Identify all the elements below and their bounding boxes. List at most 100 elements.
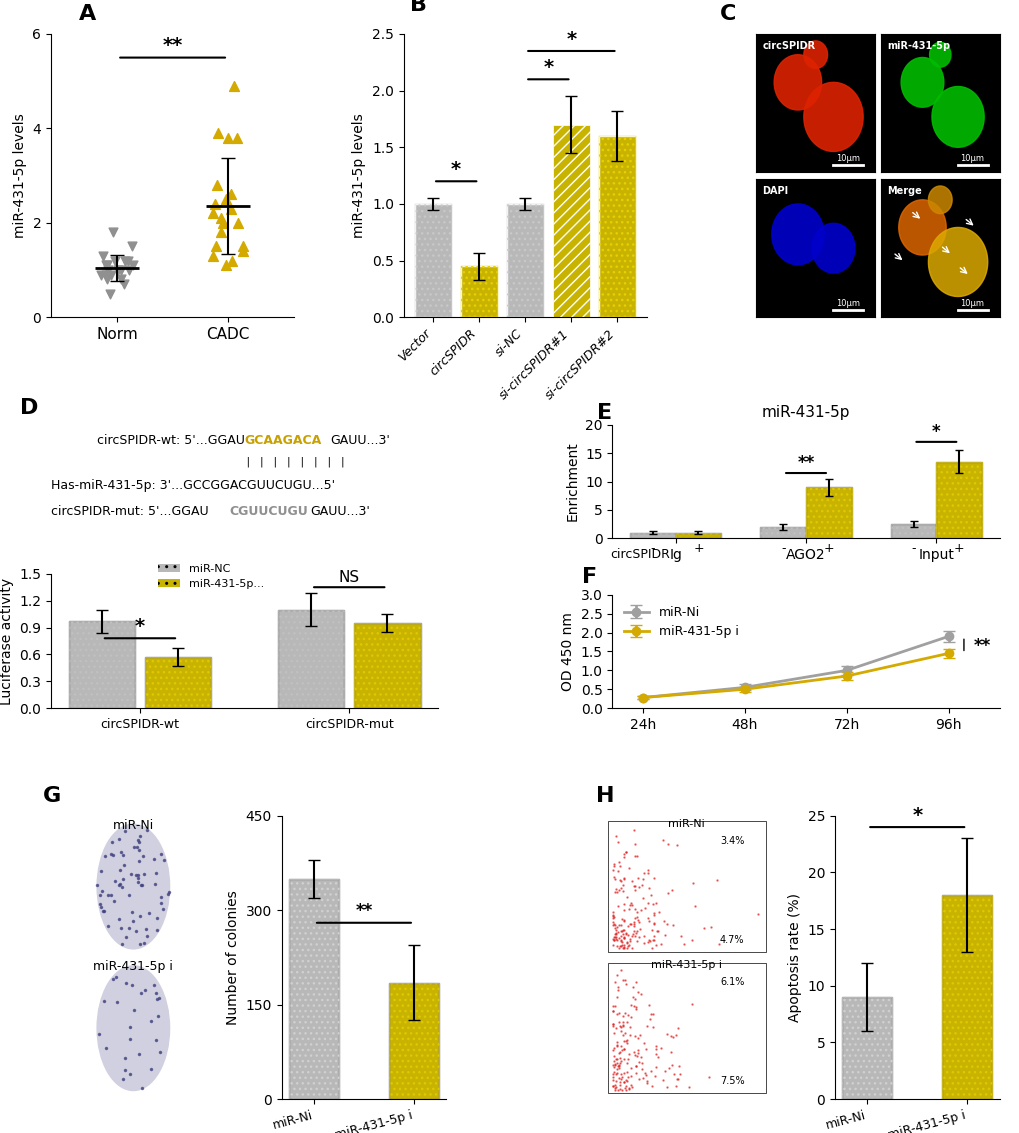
Text: E: E [597,403,612,424]
Point [100,261,116,279]
Text: H: H [595,785,614,806]
Bar [598,136,635,317]
Point [121,261,138,279]
Text: -: - [650,543,654,555]
Point [99,256,115,274]
Text: *: * [450,160,461,179]
Point [112,271,128,289]
Text: GAUU...3': GAUU...3' [310,505,370,519]
Bar [288,879,338,1099]
Circle shape [97,824,169,948]
Bar [942,895,991,1099]
Point [208,238,224,256]
Text: +: + [822,543,834,555]
Point [107,252,123,270]
Point [99,271,115,289]
Bar [805,487,851,538]
Bar [354,623,420,708]
Polygon shape [931,86,983,147]
Text: B: B [410,0,427,16]
Text: -: - [910,543,915,555]
Polygon shape [771,204,823,265]
Bar [598,136,635,317]
Text: circSPIDR-mut: 5'...GGAU: circSPIDR-mut: 5'...GGAU [51,505,209,519]
Legend: miR-NC, miR-431-5p...: miR-NC, miR-431-5p... [153,560,268,594]
Text: miR-431-5p i: miR-431-5p i [94,960,173,973]
Polygon shape [811,223,854,273]
Polygon shape [900,58,943,108]
Text: miR-Ni: miR-Ni [667,818,704,828]
Point [210,125,226,143]
Bar [277,610,344,708]
Text: **: ** [355,902,372,920]
Point [225,77,242,95]
Text: 7.5%: 7.5% [719,1076,744,1087]
Point [205,247,221,265]
Polygon shape [773,54,821,110]
Point [103,266,119,284]
Bar [890,523,935,538]
Point [223,186,239,204]
Point [98,266,114,284]
Text: **: ** [797,454,814,471]
Polygon shape [927,228,986,297]
Point [218,190,234,208]
Point [110,261,126,279]
Bar [415,204,451,317]
Text: miR-431-5p: miR-431-5p [886,41,949,51]
Text: Merge: Merge [886,186,921,196]
Bar [415,204,451,317]
Text: **: ** [973,637,990,655]
Y-axis label: miR-431-5p levels: miR-431-5p levels [352,113,366,238]
Text: +: + [693,543,703,555]
Text: miR-Ni: miR-Ni [113,818,154,832]
Bar [675,533,720,538]
Bar [388,982,438,1099]
Bar [68,621,136,708]
Bar [461,266,497,317]
Polygon shape [803,83,862,152]
Point [229,129,246,147]
Point [105,223,121,241]
Point [223,252,239,270]
Bar [759,527,805,538]
Point [95,247,111,265]
Polygon shape [928,42,950,67]
Title: miR-431-5p: miR-431-5p [761,404,850,419]
Bar [145,657,211,708]
Bar [842,997,892,1099]
Text: 10μm: 10μm [959,299,983,308]
Text: GCAAGACA: GCAAGACA [245,434,322,446]
Bar [388,982,438,1099]
Text: G: G [43,785,61,806]
Bar [675,533,720,538]
Bar [630,533,675,538]
FancyBboxPatch shape [607,821,765,952]
Text: NS: NS [338,570,360,586]
Text: F: F [581,568,596,588]
Text: 10μm: 10μm [835,154,859,163]
Text: *: * [911,806,921,825]
Circle shape [97,965,169,1090]
Point [93,266,109,284]
Point [120,252,137,270]
Text: 6.1%: 6.1% [719,977,744,987]
Point [124,238,141,256]
Bar [506,204,543,317]
Text: DAPI: DAPI [761,186,788,196]
Text: *: * [135,617,145,637]
Point [217,256,233,274]
Bar [935,462,981,538]
Text: 4.7%: 4.7% [719,935,744,945]
Text: *: * [543,58,553,77]
Y-axis label: Enrichment: Enrichment [565,442,579,521]
Text: circSPIDR: circSPIDR [609,548,669,561]
Point [234,242,251,261]
Point [117,252,133,270]
Text: +: + [953,543,964,555]
Text: 10μm: 10μm [959,154,983,163]
FancyBboxPatch shape [607,963,765,1093]
Text: 3.4%: 3.4% [719,836,744,845]
Bar [552,125,589,317]
Bar [145,657,211,708]
